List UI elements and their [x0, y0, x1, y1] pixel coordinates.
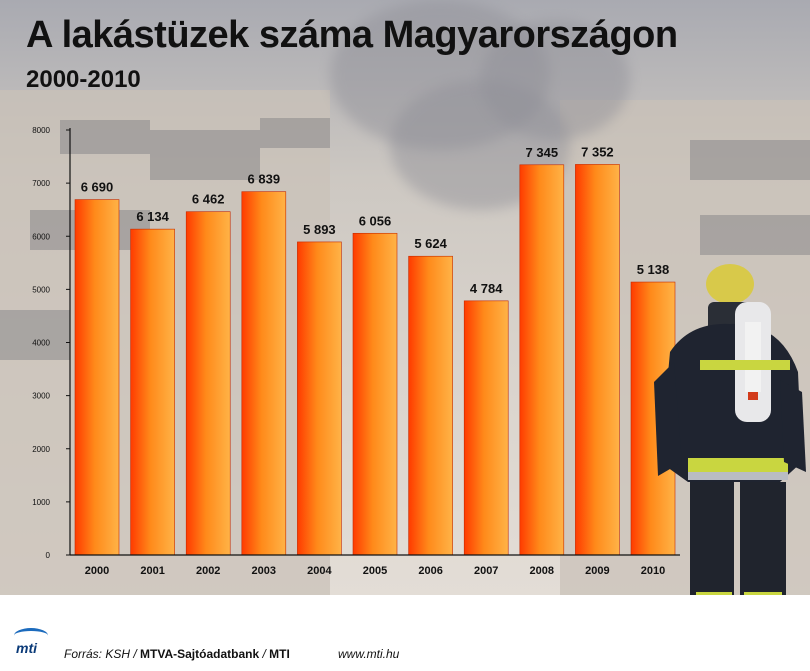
bar-value-label: 6 690 [81, 180, 114, 195]
y-tick-label: 6000 [32, 232, 50, 241]
y-tick-label: 4000 [32, 339, 50, 348]
x-tick-label: 2010 [641, 565, 665, 577]
x-tick-label: 2004 [307, 565, 332, 577]
y-axis: 0 1000 2000 3000 4000 5000 6000 7000 8000 [32, 126, 71, 560]
footer [0, 595, 810, 671]
bar-value-label: 6 839 [248, 172, 281, 187]
bar [519, 164, 565, 556]
mti-logo-icon [14, 628, 48, 643]
bar-value-label: 5 138 [637, 262, 670, 277]
bar-value-label: 4 784 [470, 281, 503, 296]
bar [241, 191, 287, 556]
x-tick-label: 2008 [530, 565, 554, 577]
bar [352, 232, 398, 556]
x-tick-label: 2002 [196, 565, 220, 577]
x-tick-label: 2003 [252, 565, 276, 577]
x-tick-label: 2006 [418, 565, 442, 577]
bar [297, 241, 342, 556]
source-main: MTVA-Sajtóadatbank [140, 647, 260, 661]
bar [463, 300, 509, 556]
source-end: MTI [269, 647, 290, 661]
bar-value-label: 5 893 [303, 222, 336, 237]
source-text: Forrás: KSH / MTVA-Sajtóadatbank / MTI [64, 647, 290, 661]
source-prefix: Forrás: KSH / [64, 647, 137, 661]
y-tick-label: 5000 [32, 285, 50, 294]
bar [74, 199, 120, 556]
bar-value-label: 6 134 [136, 209, 169, 224]
source-separator: / [259, 647, 270, 661]
x-tick-label: 2009 [585, 565, 609, 577]
x-tick-label: 2007 [474, 565, 498, 577]
y-tick-label: 7000 [32, 179, 50, 188]
bar-value-label: 6 462 [192, 192, 225, 207]
bar-value-label: 7 352 [581, 144, 614, 159]
bar [185, 211, 231, 556]
bar [408, 255, 453, 556]
x-tick-label: 2001 [140, 565, 164, 577]
website-link[interactable]: www.mti.hu [338, 647, 400, 661]
x-tick-label: 2005 [363, 565, 387, 577]
bar [130, 228, 175, 556]
chart-subtitle: 2000-2010 [26, 66, 141, 93]
y-tick-label: 3000 [32, 392, 50, 401]
y-tick-label: 0 [46, 551, 51, 560]
x-axis: 2000 2001 2002 2003 2004 2005 2006 2007 2008 2009… [70, 554, 680, 577]
x-tick-label: 2000 [85, 565, 109, 577]
mti-logo: mti [16, 640, 37, 656]
bars: 6 690 6 134 6 462 6 839 5 893 6 056 5 624 4 784… [74, 144, 676, 556]
bar-value-label: 5 624 [414, 236, 447, 251]
bar [575, 164, 620, 556]
y-tick-label: 2000 [32, 445, 50, 454]
chart-title: A lakástüzek száma Magyarországon [26, 14, 678, 56]
y-tick-label: 1000 [32, 498, 50, 507]
bar-value-label: 6 056 [359, 213, 392, 228]
y-tick-label: 8000 [32, 126, 50, 135]
bar-value-label: 7 345 [526, 145, 559, 160]
